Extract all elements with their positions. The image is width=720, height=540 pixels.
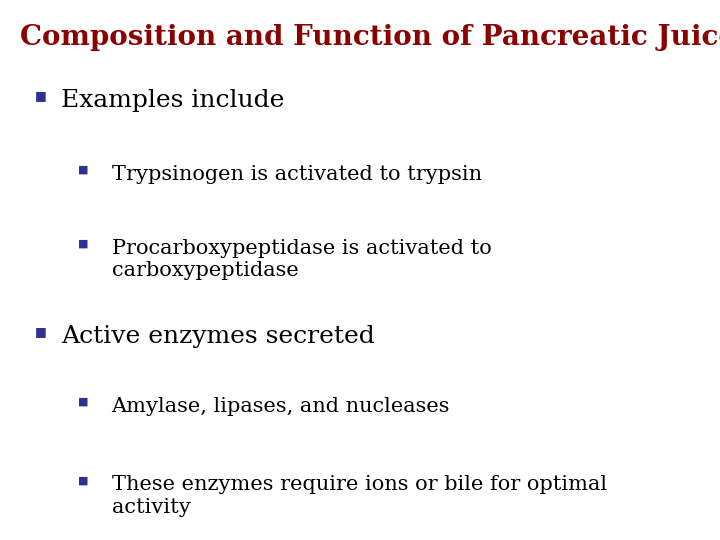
Text: ■: ■	[35, 325, 46, 338]
Text: Composition and Function of Pancreatic Juice: Composition and Function of Pancreatic J…	[20, 24, 720, 51]
Text: ■: ■	[78, 397, 89, 407]
Text: Examples include: Examples include	[61, 89, 284, 112]
Text: Active enzymes secreted: Active enzymes secreted	[61, 325, 375, 348]
Text: ■: ■	[78, 239, 89, 249]
Text: ■: ■	[78, 475, 89, 485]
Text: Amylase, lipases, and nucleases: Amylase, lipases, and nucleases	[112, 397, 450, 416]
Text: Trypsinogen is activated to trypsin: Trypsinogen is activated to trypsin	[112, 165, 482, 184]
Text: ■: ■	[78, 165, 89, 175]
Text: Procarboxypeptidase is activated to
carboxypeptidase: Procarboxypeptidase is activated to carb…	[112, 239, 491, 280]
Text: ■: ■	[35, 89, 46, 102]
Text: These enzymes require ions or bile for optimal
activity: These enzymes require ions or bile for o…	[112, 475, 607, 517]
